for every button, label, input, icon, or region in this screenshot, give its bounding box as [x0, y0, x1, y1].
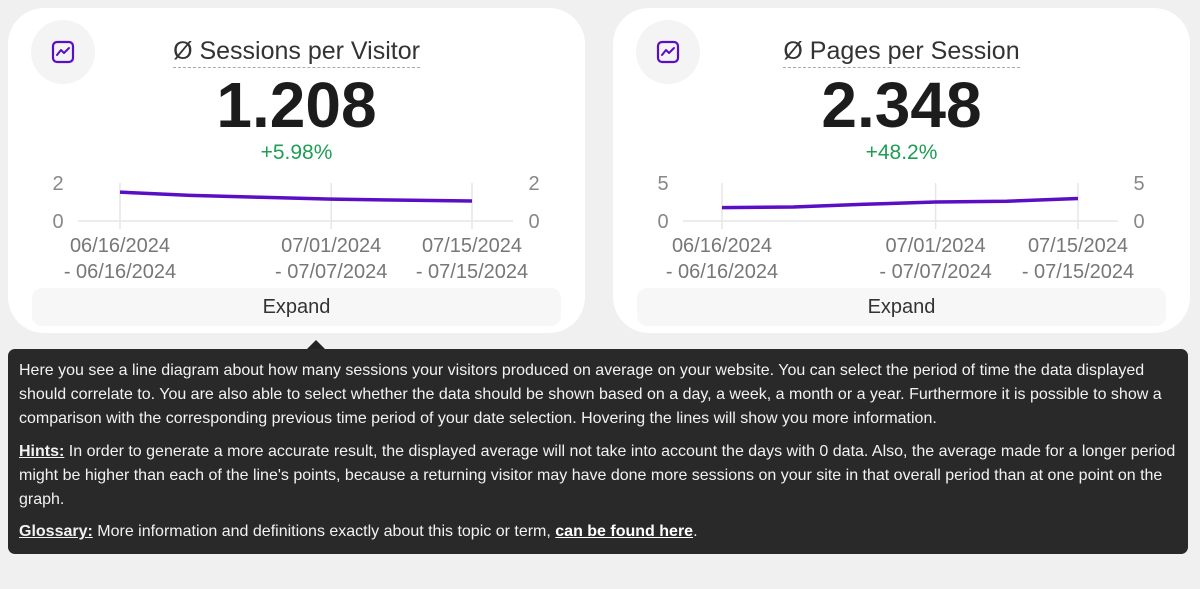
x-tick-label: - 06/16/2024 — [64, 261, 176, 283]
line-chart[interactable]: 06/16/2024 - 06/16/2024 07/01/2024 - 07/07/… — [613, 8, 1190, 286]
hints-label: Hints: — [19, 442, 65, 460]
tooltip-glossary: Glossary: More information and definitio… — [19, 520, 1177, 544]
series-line — [119, 190, 473, 203]
x-tick-label: - 07/15/2024 — [1022, 261, 1134, 283]
x-tick-label: 07/15/2024 — [422, 235, 522, 257]
tooltip-arrow — [307, 340, 325, 349]
glossary-link[interactable]: can be found here — [555, 523, 694, 541]
y-tick-label-left: 0 — [657, 211, 668, 233]
tooltip-intro: Here you see a line diagram about how ma… — [19, 362, 1162, 428]
metric-delta: +48.2% — [865, 141, 938, 164]
x-tick-label: 06/16/2024 — [672, 235, 772, 257]
x-tick-label: - 07/07/2024 — [879, 261, 991, 283]
x-tick-label: - 06/16/2024 — [666, 261, 778, 283]
x-tick-label: 07/01/2024 — [886, 235, 986, 257]
x-tick-label: - 07/15/2024 — [416, 261, 528, 283]
metric-delta: +5.98% — [260, 141, 333, 164]
y-tick-label-right: 5 — [1133, 173, 1144, 195]
glossary-text: More information and definitions exactly… — [92, 523, 556, 541]
metric-value: 1.208 — [216, 69, 377, 141]
chart-line-icon — [31, 20, 95, 84]
card-title[interactable]: Ø Pages per Session — [613, 36, 1190, 68]
chart-line-icon — [636, 20, 700, 84]
x-tick-label: 06/16/2024 — [70, 235, 170, 257]
pages-per-session-card: Ø Pages per Session 2.348 +48.2% 06/16/2… — [613, 8, 1190, 333]
info-tooltip: Here you see a line diagram about how ma… — [8, 349, 1188, 555]
glossary-label: Glossary: — [19, 523, 93, 541]
y-tick-label-left: 0 — [52, 211, 63, 233]
y-tick-label-right: 2 — [528, 173, 539, 195]
y-tick-label-left: 2 — [52, 173, 63, 195]
x-tick-label: 07/01/2024 — [281, 235, 381, 257]
glossary-end: . — [693, 523, 698, 541]
y-tick-label-right: 0 — [528, 211, 539, 233]
tooltip-hints: Hints: In order to generate a more accur… — [19, 440, 1177, 513]
card-title[interactable]: Ø Sessions per Visitor — [8, 36, 585, 68]
y-tick-label-left: 5 — [657, 173, 668, 195]
expand-button[interactable]: Expand — [32, 288, 561, 326]
hints-text: In order to generate a more accurate res… — [19, 442, 1176, 509]
metric-value: 2.348 — [821, 69, 982, 141]
x-tick-label: - 07/07/2024 — [275, 261, 387, 283]
expand-button[interactable]: Expand — [637, 288, 1166, 326]
x-tick-label: 07/15/2024 — [1028, 235, 1128, 257]
line-chart[interactable]: 06/16/2024 - 06/16/2024 07/01/2024 - 07/07/… — [8, 8, 585, 286]
sessions-per-visitor-card: Ø Sessions per Visitor 1.208 +5.98% 06/1… — [8, 8, 585, 333]
series-line — [721, 196, 1079, 210]
y-tick-label-right: 0 — [1133, 211, 1144, 233]
